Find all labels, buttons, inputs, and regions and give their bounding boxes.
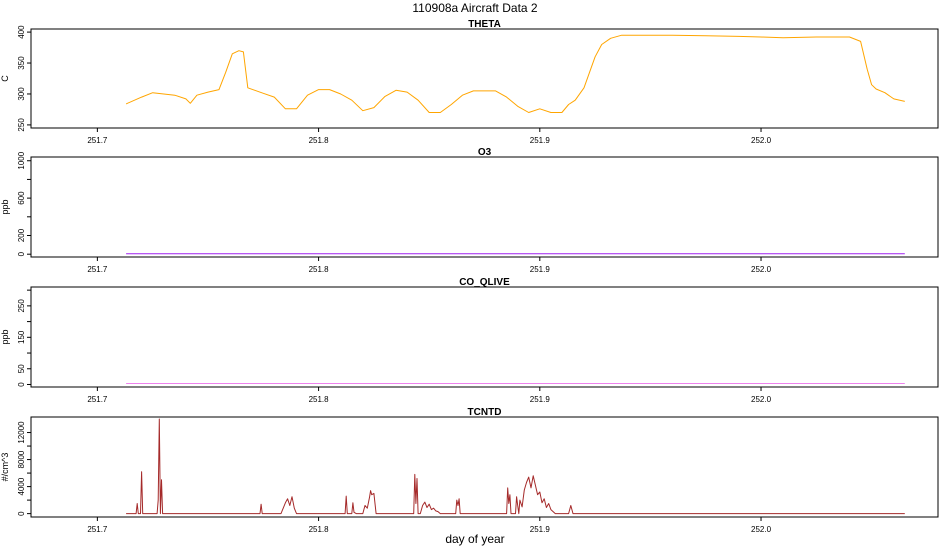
x-tick-label: 252.0 — [751, 395, 772, 404]
x-tick-label: 251.9 — [530, 136, 551, 145]
x-tick-label: 251.8 — [309, 395, 330, 404]
x-tick-label: 251.9 — [530, 525, 551, 534]
panel-title: O3 — [478, 147, 492, 158]
x-tick-label: 251.8 — [309, 265, 330, 274]
panel-theta: THETA C 250 300 350 400 251.7 251.8 251.9 252.0 — [0, 19, 939, 145]
y-tick-label: 400 — [17, 25, 26, 39]
x-tick-label: 251.8 — [309, 136, 330, 145]
x-tick-label: 251.7 — [87, 395, 108, 404]
x-tick-label: 252.0 — [751, 265, 772, 274]
y-axis-label: C — [0, 75, 10, 82]
y-tick-label: 0 — [17, 251, 26, 256]
panel-o3: O3 ppb 0 200 600 1000 251.7 251.8 251.9 252.0 — [0, 147, 939, 274]
y-tick-label: 250 — [17, 299, 26, 313]
y-tick-label: 4000 — [17, 477, 26, 495]
y-axis-label: #/cm^3 — [0, 453, 10, 482]
y-axis-label: ppb — [0, 199, 10, 214]
figure-title: 110908a Aircraft Data 2 — [412, 1, 538, 15]
y-tick-label: 0 — [17, 382, 26, 387]
series-line — [125, 34, 905, 113]
x-tick-label: 251.8 — [309, 525, 330, 534]
y-tick-label: 200 — [17, 228, 26, 242]
x-tick-label: 251.9 — [530, 265, 551, 274]
panel-tcntd: TCNTD #/cm^3 0 4000 8000 12000 251.7 251.8 251.9… — [0, 407, 939, 534]
plot-frame — [30, 156, 939, 258]
x-axis-label: day of year — [445, 532, 504, 546]
x-tick-label: 252.0 — [751, 136, 772, 145]
panel-title: CO_QLIVE — [459, 277, 510, 288]
x-tick-label: 251.9 — [530, 395, 551, 404]
y-tick-label: 0 — [17, 511, 26, 516]
x-tick-label: 251.7 — [87, 265, 108, 274]
y-tick-label: 150 — [17, 330, 26, 344]
panel-title: TCNTD — [468, 407, 502, 418]
plot-frame — [30, 286, 939, 388]
y-tick-label: 350 — [17, 56, 26, 70]
plot-frame — [30, 28, 939, 129]
y-axis-label: ppb — [0, 329, 10, 344]
y-tick-label: 1000 — [17, 151, 26, 169]
series-line — [126, 418, 905, 515]
y-tick-label: 8000 — [17, 450, 26, 468]
panel-title: THETA — [468, 19, 501, 30]
y-tick-label: 300 — [17, 87, 26, 101]
y-tick-label: 600 — [17, 191, 26, 205]
plot-frame — [30, 416, 939, 518]
x-tick-label: 251.7 — [87, 525, 108, 534]
y-tick-label: 250 — [17, 118, 26, 132]
y-tick-label: 50 — [17, 364, 26, 373]
y-tick-label: 12000 — [17, 421, 26, 444]
x-tick-label: 252.0 — [751, 525, 772, 534]
x-tick-label: 251.7 — [87, 136, 108, 145]
